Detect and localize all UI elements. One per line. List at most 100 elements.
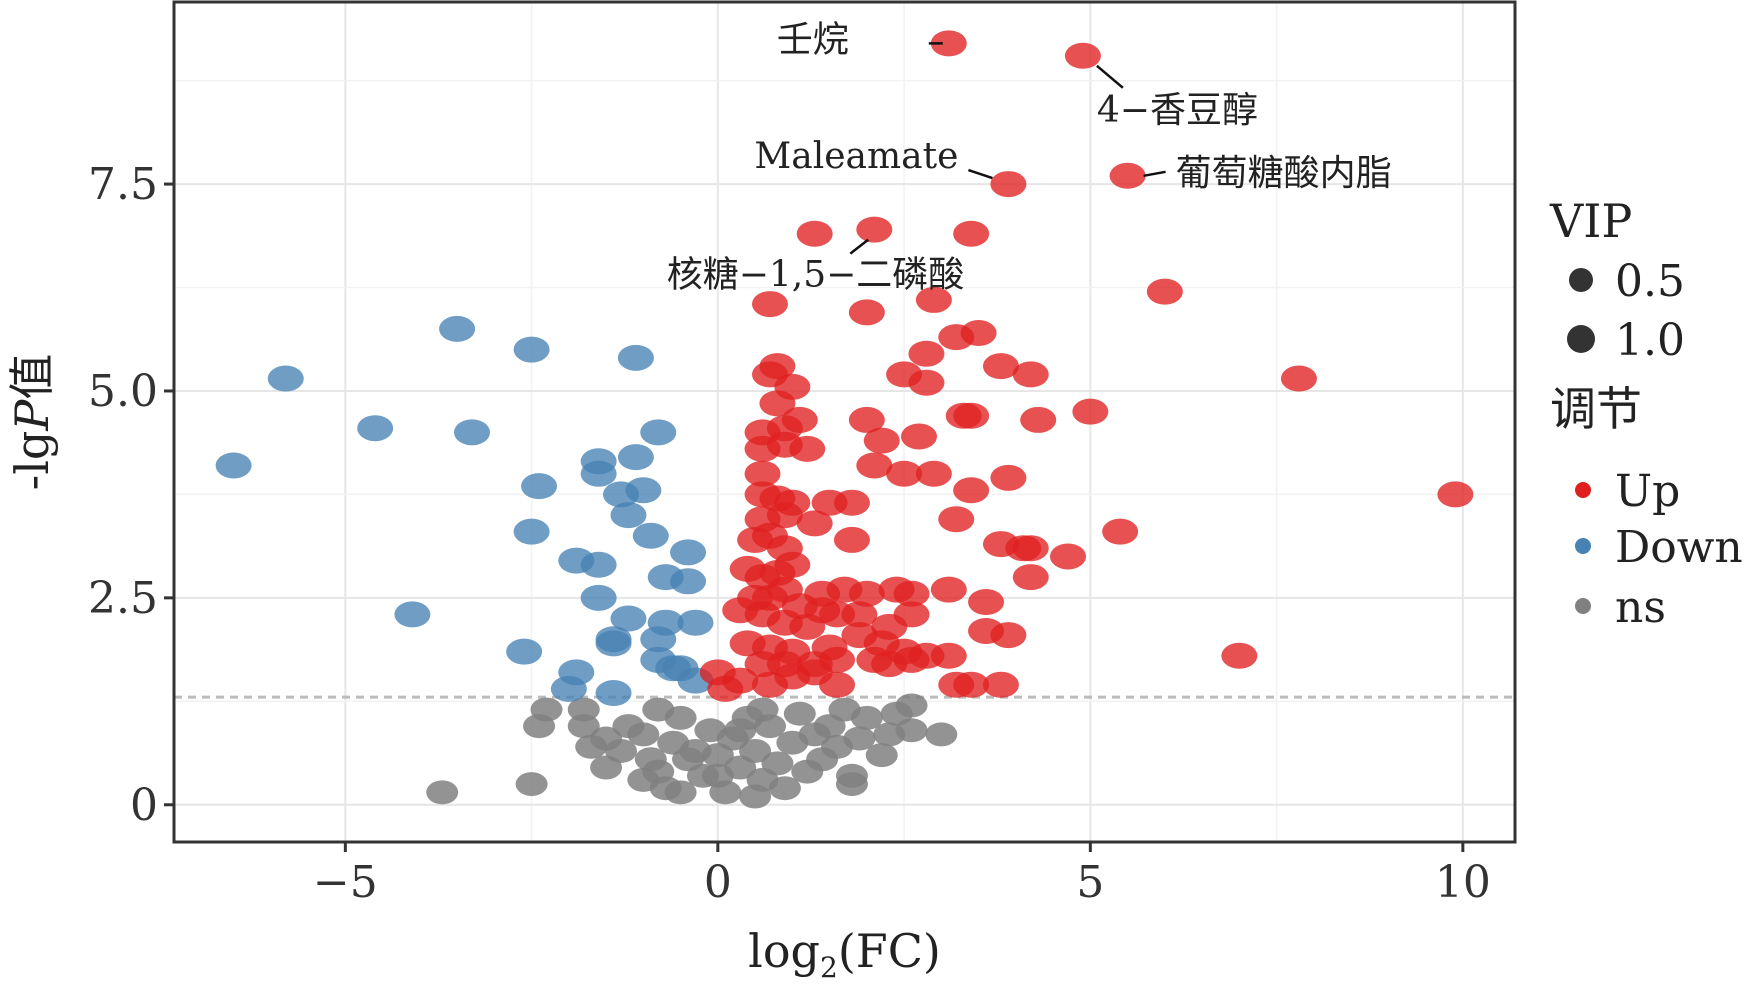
point-up	[707, 675, 744, 702]
point-up	[833, 526, 870, 553]
point-up	[841, 601, 878, 628]
point-up	[856, 216, 893, 243]
point-up	[848, 580, 885, 607]
point-down	[610, 605, 647, 632]
annotation-label: 核糖−1,5−二磷酸	[667, 255, 965, 296]
legend-color-title: 调节	[1550, 382, 1642, 436]
point-up	[1221, 642, 1258, 669]
point-up	[848, 299, 885, 326]
point-up	[796, 220, 833, 247]
legend-swatch-ns	[1575, 598, 1591, 614]
legend-size-title: VIP	[1549, 194, 1632, 248]
point-ns	[515, 772, 548, 797]
annotation-leader	[1143, 170, 1166, 178]
annotation-leader	[849, 238, 870, 255]
point-ns	[627, 722, 660, 747]
point-up	[744, 460, 781, 487]
point-ns	[627, 767, 660, 792]
point-down	[670, 568, 707, 595]
data-points	[215, 30, 1474, 809]
point-down	[506, 638, 543, 665]
point-up	[960, 320, 997, 347]
legend-size-swatch	[1567, 325, 1595, 353]
point-down	[215, 452, 252, 479]
point-down	[267, 365, 304, 392]
point-ns	[865, 743, 898, 768]
point-up	[893, 601, 930, 628]
legend-size-label: 0.5	[1615, 256, 1685, 307]
point-up	[1146, 278, 1183, 305]
point-ns	[843, 726, 876, 751]
point-ns	[739, 784, 772, 809]
point-up	[796, 510, 833, 537]
point-ns	[783, 701, 816, 726]
point-up	[871, 651, 908, 678]
point-down	[677, 609, 714, 636]
point-up	[1012, 361, 1049, 388]
point-ns	[746, 697, 779, 722]
point-up	[990, 622, 1027, 649]
point-up	[1012, 535, 1049, 562]
point-up	[863, 427, 900, 454]
point-down	[617, 344, 654, 371]
point-ns	[567, 714, 600, 739]
y-tick-label: 2.5	[88, 573, 158, 624]
x-axis-ticks: −5 0 5 10	[313, 842, 1491, 908]
legend-label-ns: ns	[1615, 582, 1666, 633]
y-tick-label: 0	[130, 780, 158, 831]
y-axis-title: -lgP值	[5, 354, 59, 491]
point-ns	[642, 697, 675, 722]
y-tick-label: 7.5	[88, 159, 158, 210]
point-up	[766, 502, 803, 529]
annotation-label: 4−香豆醇	[1097, 90, 1258, 131]
point-up	[752, 291, 788, 318]
point-up	[1109, 162, 1146, 189]
point-ns	[701, 763, 734, 788]
point-up	[1102, 518, 1139, 545]
point-up	[1012, 564, 1049, 591]
point-up	[1020, 406, 1057, 433]
point-ns	[739, 738, 772, 763]
point-up	[819, 671, 856, 698]
point-up	[990, 464, 1027, 491]
x-axis-title: log2(FC)	[748, 924, 941, 984]
point-up	[893, 580, 930, 607]
legend: VIP 0.5 1.0 调节 Up Down ns	[1549, 194, 1743, 633]
x-tick-label: −5	[313, 857, 378, 908]
point-up	[774, 551, 811, 578]
point-up	[886, 460, 923, 487]
point-up	[908, 340, 945, 367]
point-down	[632, 522, 669, 549]
point-down	[521, 473, 558, 500]
point-up	[1437, 481, 1474, 508]
point-up	[938, 506, 975, 533]
point-up	[908, 369, 945, 396]
point-down	[513, 518, 550, 545]
point-ns	[895, 693, 928, 718]
y-tick-label: 5.0	[88, 366, 158, 417]
point-ns	[679, 738, 712, 763]
point-up	[1280, 365, 1317, 392]
point-up	[930, 576, 967, 603]
point-up	[990, 171, 1027, 198]
point-down	[550, 675, 587, 702]
legend-swatch-down	[1575, 538, 1591, 554]
point-down	[603, 481, 639, 508]
point-down	[357, 415, 394, 442]
point-down	[454, 419, 490, 446]
annotation-leader	[968, 168, 993, 180]
point-up	[915, 286, 952, 313]
point-down	[580, 551, 617, 578]
x-tick-label: 0	[704, 857, 732, 908]
point-up	[1072, 398, 1109, 425]
annotation-label: 葡萄糖酸内脂	[1176, 153, 1392, 194]
legend-label-down: Down	[1615, 522, 1743, 573]
point-down	[595, 680, 632, 707]
point-ns	[724, 718, 757, 743]
point-down	[439, 315, 476, 342]
point-ns	[761, 751, 794, 776]
point-down	[595, 630, 632, 657]
point-down	[580, 460, 617, 487]
point-down	[580, 584, 617, 611]
point-ns	[590, 755, 623, 780]
